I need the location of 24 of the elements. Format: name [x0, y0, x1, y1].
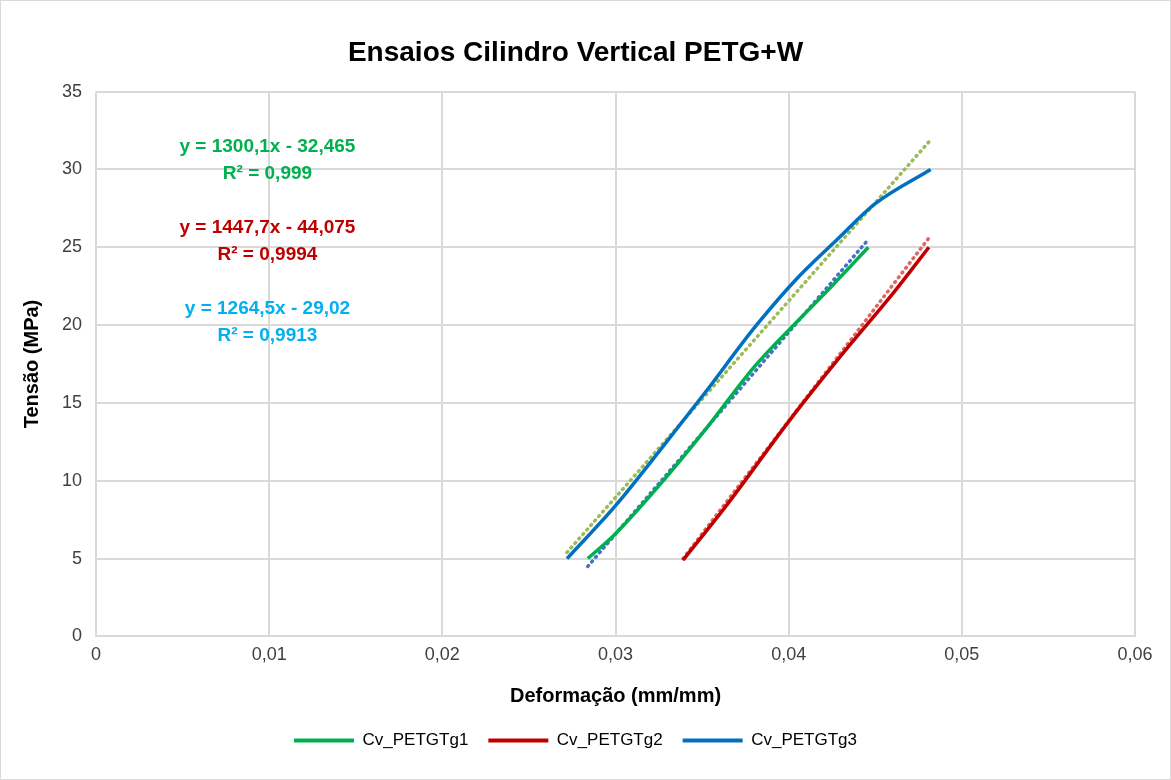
x-tick-label: 0,04 — [771, 644, 807, 665]
y-tick-label: 30 — [61, 158, 83, 179]
annotation: y = 1447,7x - 44,075 R² = 0,9994 — [179, 215, 356, 264]
x-tick-label: 0,03 — [597, 644, 634, 665]
annotation: y = 1300,1x - 32,465 R² = 0,999 — [179, 134, 356, 183]
y-tick-label: 0 — [72, 625, 83, 646]
legend-label: Cv_PETGTg3 — [751, 730, 857, 750]
x-tick-label: 0 — [91, 644, 102, 665]
x-tick-label: 0,06 — [1117, 644, 1153, 665]
x-tick-label: 0,01 — [251, 644, 287, 665]
y-tick-label: 25 — [61, 236, 83, 257]
y-tick-label: 10 — [61, 469, 83, 490]
annotation: y = 1264,5x - 29,02 R² = 0,9913 — [184, 296, 351, 345]
y-tick-label: 5 — [72, 547, 83, 568]
chart-title: Ensaios Cilindro Vertical PETG+W — [347, 35, 804, 67]
y-tick-label: 20 — [61, 314, 83, 335]
x-tick-label: 0,02 — [424, 644, 460, 665]
y-axis-title: Tensão (MPa) — [19, 299, 42, 429]
x-tick-label: 0,05 — [944, 644, 980, 665]
y-tick-label: 35 — [61, 80, 83, 101]
legend-label: Cv_PETGTg2 — [556, 730, 663, 750]
legend-label: Cv_PETGTg1 — [362, 730, 469, 750]
y-tick-label: 15 — [61, 391, 83, 412]
x-axis-title: Deformação (mm/mm) — [509, 683, 722, 706]
